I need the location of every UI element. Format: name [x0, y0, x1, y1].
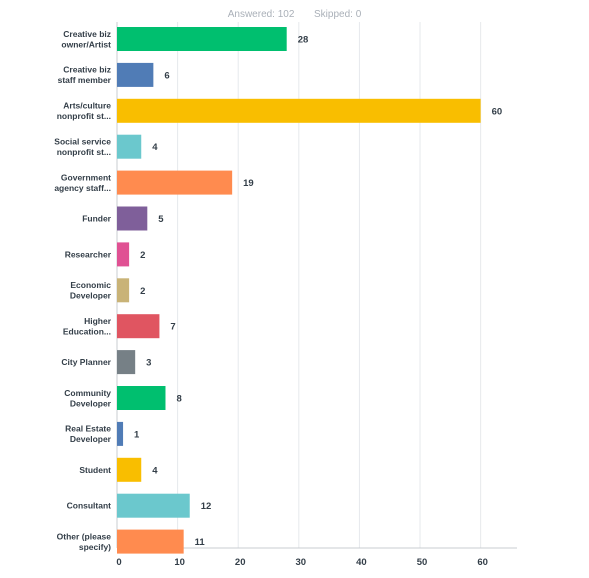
- data-label: 7: [170, 322, 175, 333]
- category-label: Other (please specify): [57, 531, 112, 552]
- category-label: Real Estate Developer: [65, 424, 112, 445]
- category-label-line: Researcher: [65, 249, 112, 259]
- category-label: City Planner: [61, 357, 111, 367]
- category-label-line: Community: [64, 388, 111, 398]
- category-label: Community Developer: [64, 388, 111, 409]
- category-label-line: Other (please: [57, 531, 112, 541]
- category-label-line: Higher: [84, 316, 112, 326]
- answered-count: Answered: 102: [227, 9, 295, 20]
- bar: [117, 457, 142, 482]
- bars: [117, 27, 481, 554]
- data-label: 6: [164, 70, 169, 81]
- bar: [117, 386, 166, 410]
- data-label: 11: [195, 537, 206, 548]
- data-label: 3: [146, 358, 151, 369]
- bar: [117, 206, 148, 231]
- value-labels: 28 6 60 4 19 5 2 2 7 3 8 1 4 12 11: [134, 35, 502, 549]
- category-label: Student: [79, 465, 111, 475]
- bar: [117, 242, 130, 267]
- category-label: Creative biz owner/Artist: [61, 29, 111, 50]
- category-label-line: Funder: [82, 214, 111, 224]
- category-label-line: nonprofit st...: [57, 111, 111, 121]
- data-label: 4: [152, 465, 158, 476]
- bar: [117, 314, 160, 339]
- category-label-line: Creative biz: [63, 29, 111, 39]
- category-label-line: agency staff...: [54, 183, 111, 193]
- grid-lines: [116, 22, 517, 549]
- category-label-line: Arts/culture: [63, 101, 111, 111]
- data-label: 19: [243, 178, 254, 189]
- category-label-line: Education...: [63, 326, 111, 336]
- data-label: 4: [152, 142, 158, 153]
- x-tick-label: 20: [235, 557, 246, 568]
- skipped-count: Skipped: 0: [314, 9, 362, 20]
- category-label: Higher Education...: [63, 316, 112, 337]
- category-label: Economic Developer: [70, 280, 112, 301]
- category-label-line: Developer: [70, 398, 112, 408]
- category-label-line: Developer: [70, 434, 112, 444]
- category-label: Social service nonprofit st...: [54, 136, 111, 157]
- data-label: 60: [492, 106, 503, 117]
- x-tick-label: 0: [116, 557, 121, 568]
- category-label: Government agency staff...: [54, 172, 111, 193]
- data-label: 5: [158, 214, 164, 225]
- category-label-line: staff member: [58, 75, 112, 85]
- category-label: Arts/culture nonprofit st...: [57, 101, 112, 122]
- category-label-line: Government: [61, 172, 111, 182]
- category-label-line: Consultant: [67, 501, 112, 511]
- data-label: 28: [298, 35, 309, 46]
- response-summary: Answered: 102 Skipped: 0: [0, 9, 589, 20]
- data-label: 1: [134, 429, 140, 440]
- bar: [117, 134, 142, 159]
- bar: [117, 493, 190, 518]
- bar: [117, 421, 124, 446]
- bar: [117, 278, 130, 303]
- bar: [117, 62, 154, 87]
- x-axis: 0 10 20 30 40 50 60: [116, 557, 488, 568]
- category-label: Consultant: [67, 501, 112, 511]
- x-tick-label: 50: [417, 557, 428, 568]
- category-label-line: Developer: [70, 291, 112, 301]
- category-label-line: Creative biz: [63, 65, 111, 75]
- data-label: 8: [176, 394, 181, 405]
- bar: [117, 350, 136, 375]
- category-label-line: Student: [79, 465, 111, 475]
- bar: [117, 170, 233, 195]
- x-tick-label: 10: [174, 557, 185, 568]
- x-tick-label: 30: [296, 557, 307, 568]
- category-label-line: Social service: [54, 136, 111, 146]
- bar: [117, 27, 287, 51]
- category-label-line: owner/Artist: [61, 39, 111, 49]
- x-tick-label: 60: [477, 557, 488, 568]
- category-label: Funder: [82, 214, 111, 224]
- data-label: 2: [140, 250, 145, 261]
- data-label: 12: [201, 501, 212, 512]
- category-label-line: City Planner: [61, 357, 111, 367]
- x-tick-label: 40: [356, 557, 367, 568]
- bar: [117, 529, 184, 554]
- category-label: Creative biz staff member: [58, 65, 112, 86]
- category-label-line: Real Estate: [65, 424, 111, 434]
- category-label: Researcher: [65, 249, 112, 259]
- category-label-line: nonprofit st...: [57, 147, 111, 157]
- bar: [117, 98, 481, 123]
- category-label-line: specify): [79, 542, 111, 552]
- data-label: 2: [140, 286, 145, 297]
- category-label-line: Economic: [70, 280, 111, 290]
